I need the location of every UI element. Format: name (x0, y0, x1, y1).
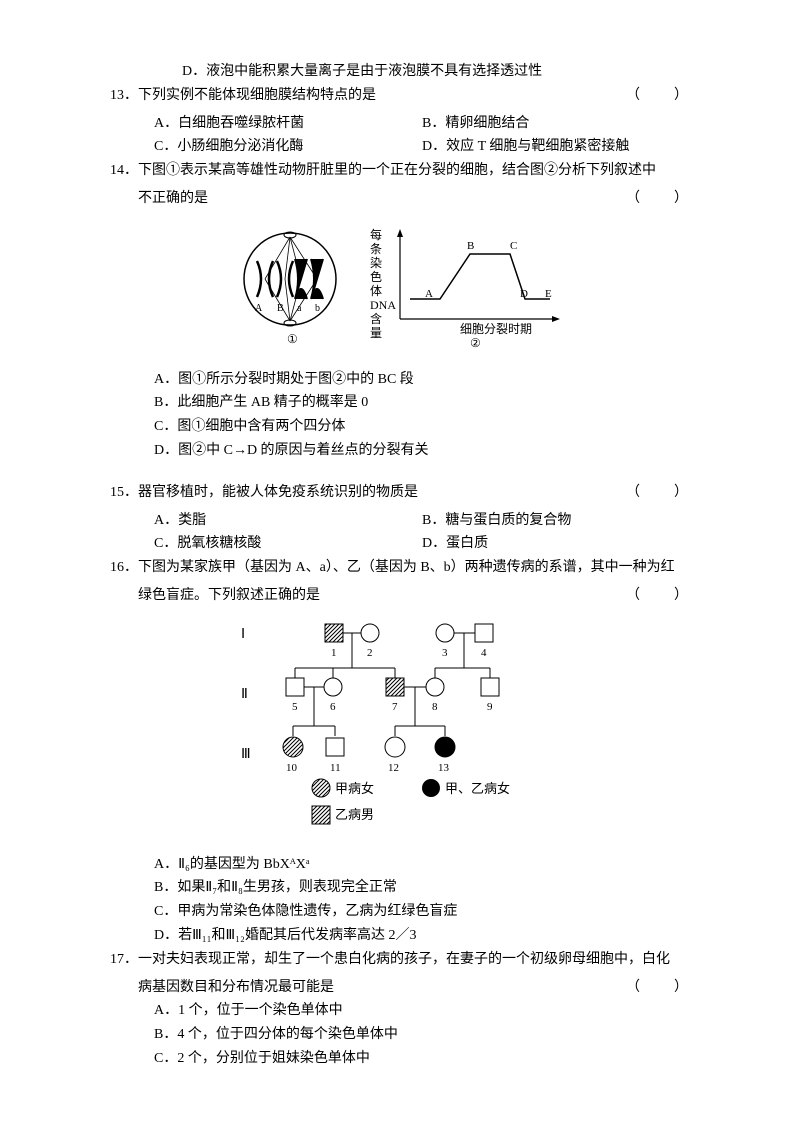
q14-stem2: 不正确的是 (138, 191, 208, 206)
q14-c: C．图①细胞中含有两个四分体 (154, 415, 690, 439)
q13-a: A．白细胞吞噬绿脓杆菌 (154, 112, 422, 136)
svg-text:6: 6 (330, 701, 336, 713)
svg-text:11: 11 (330, 762, 341, 774)
svg-text:B: B (467, 240, 474, 252)
svg-text:4: 4 (481, 647, 487, 659)
svg-text:8: 8 (432, 701, 438, 713)
svg-text:a: a (297, 303, 302, 314)
q13-c: C．小肠细胞分泌消化酶 (154, 135, 422, 159)
svg-text:甲病女: 甲病女 (335, 781, 374, 796)
svg-text:Ⅲ: Ⅲ (241, 747, 251, 762)
svg-text:甲、乙病女: 甲、乙病女 (445, 781, 510, 796)
q15-d: D．蛋白质 (422, 532, 690, 556)
svg-text:E: E (545, 288, 552, 300)
q14-a: A．图①所示分裂时期处于图②中的 BC 段 (154, 368, 690, 392)
q13-stem: 13．下列实例不能体现细胞膜结构特点的是 (110, 88, 376, 103)
svg-text:13: 13 (438, 762, 450, 774)
svg-text:5: 5 (292, 701, 298, 713)
q17-a: A．1 个，位于一个染色单体中 (154, 999, 690, 1023)
q17-stem1: 17．一对夫妇表现正常，却生了一个患白化病的孩子，在妻子的一个初级卵母细胞中，白… (110, 952, 670, 967)
svg-text:A: A (425, 288, 433, 300)
svg-text:9: 9 (487, 701, 493, 713)
q16-paren: （ ） (626, 584, 690, 608)
q15-paren: （ ） (626, 481, 690, 505)
q16-b: B．如果Ⅱ₇和Ⅱ₈生男孩，则表现完全正常 (154, 876, 690, 900)
q16-c: C．甲病为常染色体隐性遗传，乙病为红绿色盲症 (154, 900, 690, 924)
q16-d: D．若Ⅲ₁₁和Ⅲ₁₂婚配其后代发病率高达 2／3 (154, 924, 690, 948)
q16-stem1: 16．下图为某家族甲（基因为 A、a）、乙（基因为 B、b）两种遗传病的系谱，其… (110, 560, 675, 575)
svg-text:D: D (520, 288, 528, 300)
svg-text:3: 3 (442, 647, 448, 659)
q13-b: B．精卵细胞结合 (422, 112, 690, 136)
q14-b: B．此细胞产生 AB 精子的概率是 0 (154, 391, 690, 415)
q17-stem2: 病基因数目和分布情况最可能是 (138, 980, 334, 995)
q17-b: B．4 个，位于四分体的每个染色单体中 (154, 1023, 690, 1047)
svg-text:细胞分裂时期: 细胞分裂时期 (460, 322, 532, 336)
svg-text:①: ① (287, 332, 298, 346)
q15-stem: 15．器官移植时，能被人体免疫系统识别的物质是 (110, 485, 418, 500)
svg-text:②: ② (470, 336, 481, 349)
q16-pedigree: Ⅰ Ⅱ Ⅲ 1 2 3 4 5 6 7 8 9 10 11 (110, 616, 690, 843)
svg-text:7: 7 (392, 701, 398, 713)
svg-text:2: 2 (367, 647, 373, 659)
svg-text:Ⅱ: Ⅱ (241, 687, 248, 702)
q14-d: D．图②中 C→D 的原因与着丝点的分裂有关 (154, 439, 690, 463)
svg-text:Ⅰ: Ⅰ (241, 627, 245, 642)
q13-d: D．效应 T 细胞与靶细胞紧密接触 (422, 135, 690, 159)
svg-text:b: b (315, 303, 320, 314)
q14-stem1: 14．下图①表示某高等雄性动物肝脏里的一个正在分裂的细胞，结合图②分析下列叙述中 (110, 163, 656, 178)
q17-paren: （ ） (626, 976, 690, 1000)
q14-figure: A B a b ① 每条染色体DNA含量 A B C D E 细胞分裂时期 ② (110, 219, 690, 358)
q15-c: C．脱氧核糖核酸 (154, 532, 422, 556)
svg-text:每条染色体DNA含量: 每条染色体DNA含量 (370, 227, 396, 340)
svg-text:10: 10 (286, 762, 298, 774)
q16-stem2: 绿色盲症。下列叙述正确的是 (138, 588, 320, 603)
q15-a: A．类脂 (154, 509, 422, 533)
q17-c: C．2 个，分别位于姐妹染色单体中 (154, 1047, 690, 1071)
svg-text:1: 1 (331, 647, 337, 659)
svg-text:C: C (510, 240, 517, 252)
q14-paren: （ ） (626, 187, 690, 211)
q12-option-d: D．液泡中能积累大量离子是由于液泡膜不具有选择透过性 (110, 60, 690, 84)
q15-b: B．糖与蛋白质的复合物 (422, 509, 690, 533)
svg-text:A: A (255, 303, 263, 314)
svg-text:乙病男: 乙病男 (335, 807, 374, 822)
q16-a: A．Ⅱ₆的基因型为 BbXᴬXᵃ (154, 853, 690, 877)
q13-paren: （ ） (626, 84, 690, 108)
svg-text:B: B (277, 303, 284, 314)
svg-text:12: 12 (388, 762, 399, 774)
